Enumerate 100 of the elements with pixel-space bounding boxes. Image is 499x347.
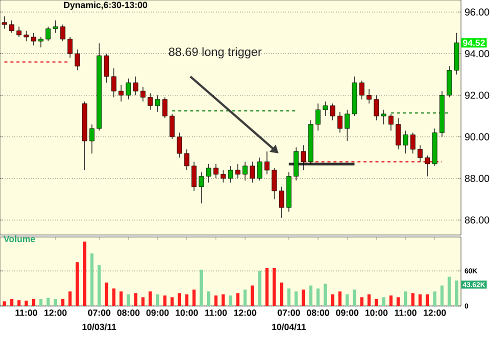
candlestick <box>118 84 124 102</box>
candlestick <box>344 109 350 142</box>
x-tick-label: 11:00 <box>16 310 38 316</box>
candlestick <box>31 32 36 46</box>
candlestick <box>316 103 321 131</box>
bar <box>396 297 400 306</box>
candlestick <box>198 172 204 204</box>
bar <box>331 294 334 306</box>
candlestick <box>272 168 277 200</box>
candlestick <box>155 94 160 112</box>
candlestick <box>52 20 58 34</box>
bar <box>148 291 152 306</box>
bar <box>178 293 182 306</box>
candlestick <box>162 96 168 118</box>
bar <box>76 262 79 306</box>
y-tick-label: 96.00 <box>465 8 490 16</box>
candlestick <box>16 26 22 38</box>
x-tick-label: 12:00 <box>234 310 256 316</box>
y-tick-label: 86.00 <box>464 216 490 224</box>
bar <box>272 268 276 306</box>
bar <box>156 294 160 306</box>
bar <box>134 293 138 306</box>
candlestick <box>148 92 153 110</box>
bar <box>382 297 386 306</box>
bar <box>250 286 254 306</box>
candlestick <box>89 124 94 154</box>
bar <box>243 290 247 306</box>
bar <box>324 284 327 306</box>
candlestick <box>235 164 240 179</box>
bar <box>200 270 203 306</box>
text: 10/04/11 <box>272 324 306 330</box>
bar <box>185 294 188 306</box>
bar <box>119 291 123 306</box>
candlestick <box>337 112 342 134</box>
bar <box>170 297 174 306</box>
annotation: 94.52 <box>463 40 485 46</box>
bar <box>192 290 196 306</box>
candlestick <box>104 53 110 84</box>
x-tick-label: 12:00 <box>44 310 67 316</box>
x-tick-label: 09:00 <box>146 310 169 316</box>
bar <box>24 300 28 306</box>
candlestick <box>330 103 336 121</box>
candlestick <box>322 101 328 116</box>
bar <box>404 291 408 306</box>
bar <box>389 295 393 306</box>
candlestick <box>264 151 270 175</box>
x-tick-label: 08:00 <box>306 310 330 316</box>
candlestick <box>300 144 306 170</box>
candlestick <box>111 68 116 98</box>
candlestick <box>184 148 190 170</box>
bar <box>163 295 166 306</box>
candlestick <box>60 24 66 42</box>
x-tick-label: 07:00 <box>88 310 110 316</box>
bar <box>440 286 444 306</box>
bar <box>39 298 42 306</box>
bar <box>294 291 298 306</box>
x-tick-label: 08:00 <box>117 310 140 316</box>
x-tick-label: 10:00 <box>176 310 198 316</box>
candlestick <box>220 170 226 183</box>
bar <box>83 242 86 306</box>
bar <box>90 253 94 306</box>
bar <box>112 288 116 306</box>
candlestick <box>381 109 386 125</box>
x-tick-label: 11:00 <box>394 310 416 316</box>
candlestick <box>388 114 394 131</box>
bar <box>98 265 101 306</box>
x-tick-label: 09:00 <box>336 310 358 316</box>
bar <box>287 288 290 306</box>
bar <box>54 298 58 306</box>
candlestick <box>67 36 73 58</box>
annotation: 88.69 long trigger <box>168 47 262 58</box>
candlestick <box>74 49 80 71</box>
bar <box>367 294 371 306</box>
bar <box>265 268 269 306</box>
bar <box>222 294 225 306</box>
candlestick <box>24 30 29 42</box>
bar <box>214 295 218 306</box>
bar <box>448 276 451 306</box>
y-tick-label: 88.00 <box>464 174 490 182</box>
bar <box>433 291 436 306</box>
candlestick <box>206 164 212 183</box>
candlestick <box>359 80 364 100</box>
bar <box>61 298 64 306</box>
y-tick-label: 94.00 <box>465 50 490 58</box>
bar <box>10 298 14 306</box>
x-tick-label: 12:00 <box>424 310 446 316</box>
text: 10/03/11 <box>82 324 116 330</box>
x-tick-label: 07:00 <box>278 310 300 316</box>
candlestick <box>191 161 197 192</box>
candlestick <box>279 186 284 218</box>
bar <box>228 295 232 306</box>
bar <box>17 300 21 306</box>
bar <box>316 288 320 306</box>
candlestick <box>374 94 379 121</box>
candlestick <box>242 161 248 181</box>
bar <box>32 298 36 306</box>
bar <box>236 293 240 306</box>
bar <box>346 294 349 306</box>
candlestick <box>176 132 182 158</box>
bar <box>141 297 145 306</box>
